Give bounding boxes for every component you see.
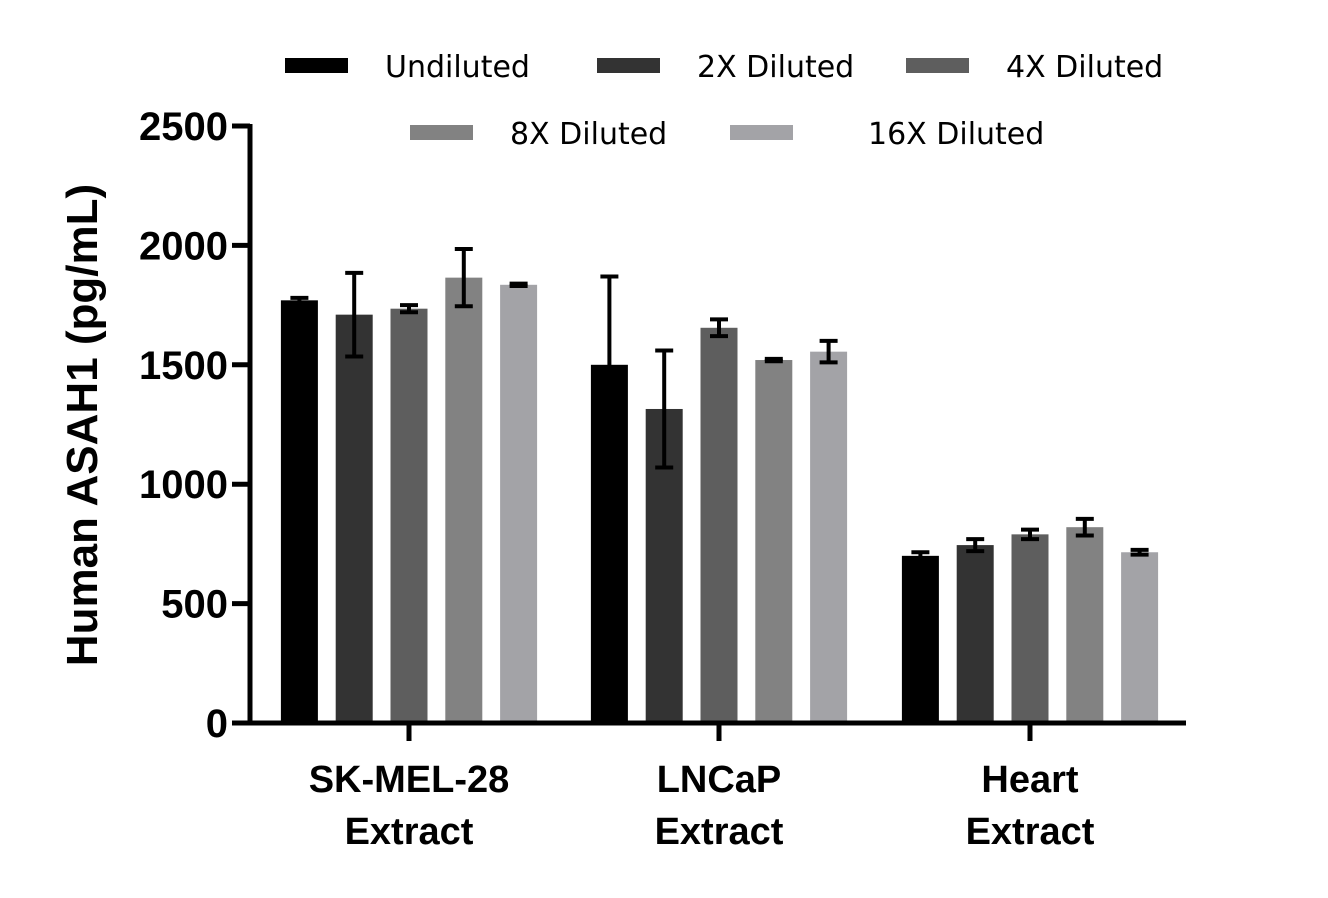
legend-item: 16X Diluted	[730, 117, 1044, 152]
legend-item: 8X Diluted	[410, 117, 667, 152]
error-bar	[600, 274, 619, 456]
error-bar	[1075, 516, 1094, 538]
error-bar	[966, 537, 985, 554]
error-bar	[655, 348, 674, 470]
x-tick-label-line1: SK-MEL-28	[309, 759, 510, 801]
error-bar	[764, 356, 783, 364]
error-bar	[911, 550, 930, 562]
bar-8x-diluted-lncap	[755, 360, 793, 723]
y-axis-title: Human ASAH1 (pg/mL)	[58, 184, 107, 666]
y-tick-label: 1000	[139, 463, 228, 507]
error-bar	[454, 246, 473, 309]
legend: Undiluted 2X Diluted 4X Diluted 8X Diluted 1…	[285, 50, 1163, 152]
x-tick-label-line2: Extract	[966, 811, 1095, 853]
legend-item: 2X Diluted	[597, 50, 854, 85]
bar-16x-diluted-lncap	[810, 351, 848, 723]
bar-8x-diluted-sk-mel-28	[445, 277, 483, 723]
x-axis: SK-MEL-28 Extract LNCaP Extract Heart Extract	[232, 720, 1186, 853]
legend-swatch	[730, 125, 793, 140]
legend-item: Undiluted	[285, 50, 530, 85]
bar-8x-diluted-heart	[1066, 527, 1104, 723]
y-tick-label: 2000	[139, 224, 228, 268]
error-bar	[400, 303, 418, 315]
bar-4x-diluted-sk-mel-28	[390, 308, 428, 723]
error-bar	[710, 317, 728, 339]
y-tick-label: 2500	[139, 105, 228, 149]
error-bars	[290, 246, 1149, 562]
y-tick-label: 0	[206, 702, 228, 746]
error-bar	[1130, 547, 1149, 557]
legend-swatch	[597, 58, 660, 73]
bar-undiluted-heart	[901, 555, 939, 723]
x-tick-label-line2: Extract	[655, 811, 784, 853]
error-bar	[819, 338, 838, 365]
x-tick-label-line1: LNCaP	[657, 759, 782, 801]
x-tick-label-line2: Extract	[345, 811, 474, 853]
error-bar	[345, 270, 364, 359]
legend-label: 4X Diluted	[1006, 50, 1163, 85]
legend-label: 2X Diluted	[697, 50, 854, 85]
error-bar	[290, 295, 309, 305]
error-bar	[509, 281, 528, 288]
legend-swatch	[285, 58, 348, 73]
bar-2x-diluted-heart	[956, 545, 994, 723]
bar-undiluted-sk-mel-28	[280, 300, 318, 723]
y-axis: 0 500 1000 1500 2000 2500	[139, 105, 253, 746]
legend-label: 8X Diluted	[510, 117, 667, 152]
bar-16x-diluted-sk-mel-28	[500, 284, 538, 723]
y-tick-label: 1500	[139, 344, 228, 388]
bar-16x-diluted-heart	[1121, 552, 1159, 723]
legend-swatch	[410, 125, 473, 140]
y-tick-label: 500	[161, 583, 228, 627]
bar-4x-diluted-lncap	[700, 327, 738, 723]
bar-4x-diluted-heart	[1011, 534, 1049, 723]
legend-label: Undiluted	[385, 50, 530, 85]
legend-label: 16X Diluted	[868, 117, 1044, 152]
legend-item: 4X Diluted	[906, 50, 1163, 85]
bars	[280, 277, 1159, 723]
bar-2x-diluted-sk-mel-28	[335, 314, 373, 723]
x-tick-label-line1: Heart	[981, 759, 1078, 801]
legend-swatch	[906, 58, 969, 73]
error-bar	[1021, 527, 1039, 542]
